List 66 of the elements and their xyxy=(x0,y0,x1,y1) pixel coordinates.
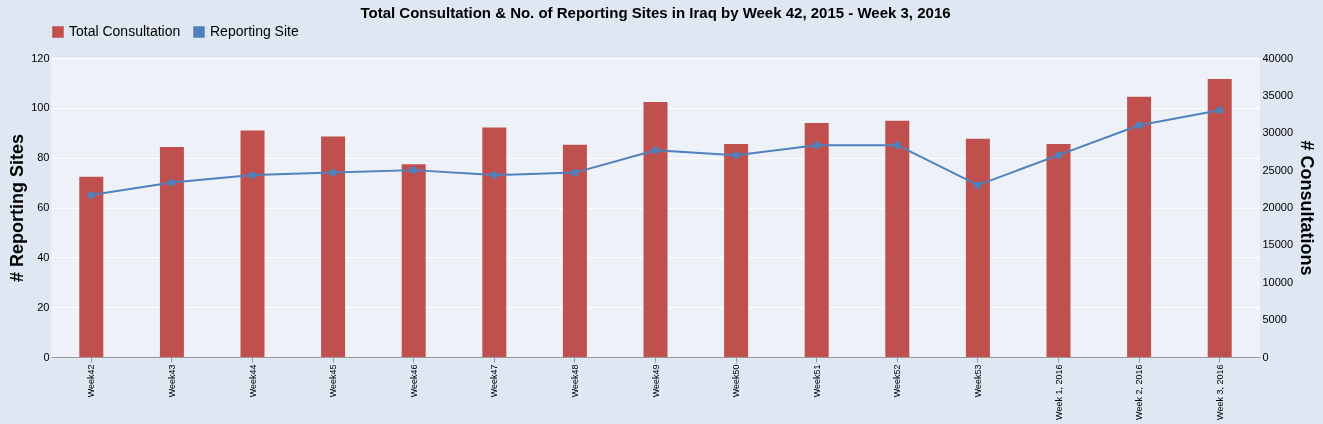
y-tick-label: 80 xyxy=(37,151,50,164)
y-tick-label: 100 xyxy=(31,101,50,114)
x-tick-label: Week 1, 2016 xyxy=(1053,364,1064,420)
y2-tick-label: 25000 xyxy=(1262,163,1294,176)
x-tick-label: Week47 xyxy=(489,364,500,398)
y2-tick-label: 30000 xyxy=(1262,126,1294,139)
bar xyxy=(724,143,749,357)
point xyxy=(248,171,257,179)
x-tick-label: Week 2, 2016 xyxy=(1134,364,1145,420)
y-tick-label: 120 xyxy=(31,51,50,64)
bar xyxy=(321,136,346,357)
point xyxy=(651,146,660,154)
x-tick-label: Week43 xyxy=(166,364,177,398)
y2-tick-label: 15000 xyxy=(1262,238,1294,251)
bar xyxy=(885,120,910,357)
bar xyxy=(965,138,990,357)
bar xyxy=(79,176,104,357)
x-tick-label: Week52 xyxy=(892,364,903,398)
x-tick-label: Week45 xyxy=(328,364,339,398)
y-axis-title: # Reporting Sites xyxy=(7,133,28,283)
chart-title: Total Consultation & No. of Reporting Sites in Iraq by Week 42, 2015 - Week 3, 2016 xyxy=(360,4,951,21)
bar xyxy=(562,144,587,357)
point xyxy=(974,181,982,189)
legend-label: Total Consultation xyxy=(69,23,181,39)
bar xyxy=(643,102,668,357)
point xyxy=(571,169,579,177)
x-tick-label: Week49 xyxy=(650,364,661,398)
x-tick-label: Week51 xyxy=(811,364,822,398)
point xyxy=(168,179,176,187)
x-tick-label: Week46 xyxy=(408,364,419,398)
point xyxy=(1135,121,1143,129)
y-tick-label: 20 xyxy=(37,300,50,313)
bar xyxy=(401,164,426,357)
point xyxy=(490,171,498,179)
point xyxy=(87,191,95,199)
y2-tick-label: 20000 xyxy=(1262,201,1294,213)
point xyxy=(410,166,418,174)
x-tick-label: Week42 xyxy=(86,364,97,398)
x-tick-label: Week53 xyxy=(972,364,983,398)
bar xyxy=(482,127,507,357)
point xyxy=(893,141,901,149)
y2-tick-label: 35000 xyxy=(1262,88,1294,101)
x-tick-label: Week48 xyxy=(569,364,580,398)
y-tick-label: 40 xyxy=(37,250,50,263)
point xyxy=(1054,151,1063,159)
x-tick-label: Week50 xyxy=(731,364,742,398)
y2-tick-label: 40000 xyxy=(1262,51,1294,64)
legend-label: Reporting Site xyxy=(210,23,299,39)
x-tick-label: Week 3, 2016 xyxy=(1214,364,1225,420)
y2-axis-title: # Consultations xyxy=(1297,140,1318,276)
y2-tick-label: 0 xyxy=(1262,350,1269,363)
bar xyxy=(159,146,184,357)
bar xyxy=(1127,96,1152,357)
point xyxy=(813,141,821,149)
bar xyxy=(804,123,829,357)
y-tick-label: 0 xyxy=(43,350,50,363)
y2-tick-label: 10000 xyxy=(1262,275,1294,288)
x-tick-label: Week44 xyxy=(247,364,258,398)
bar xyxy=(1046,143,1071,357)
bar xyxy=(240,130,265,357)
y2-tick-label: 5000 xyxy=(1262,313,1287,326)
point xyxy=(329,169,337,177)
bar xyxy=(1207,78,1232,357)
point xyxy=(1216,106,1224,114)
y-tick-label: 60 xyxy=(37,201,50,213)
point xyxy=(732,151,740,159)
